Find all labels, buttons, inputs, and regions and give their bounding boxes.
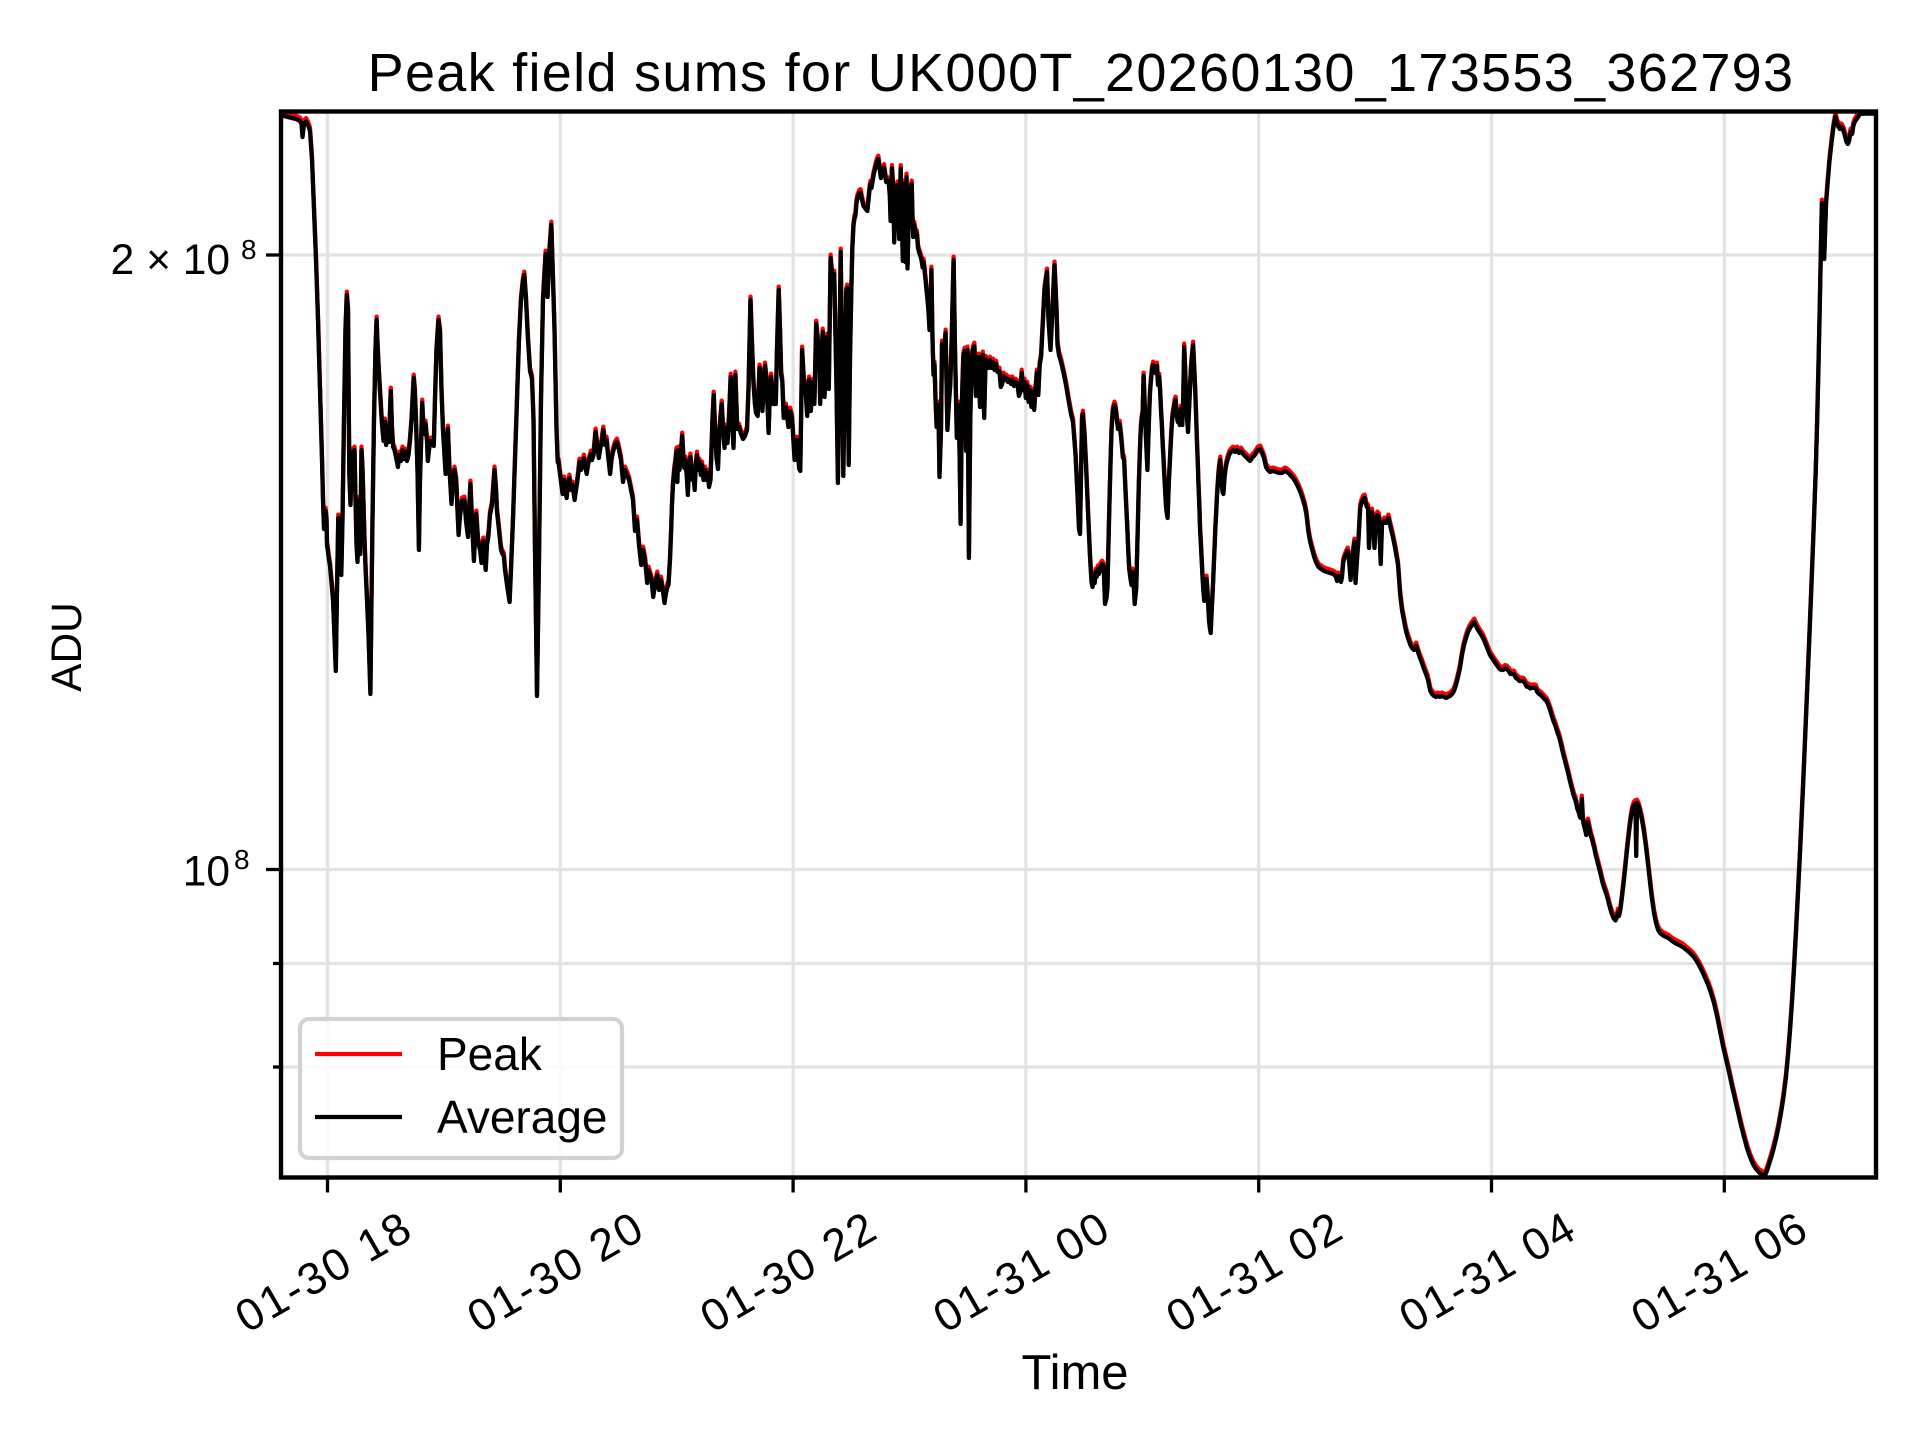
svg-text:Time: Time [1021, 1346, 1128, 1400]
svg-text:10: 10 [183, 849, 230, 896]
svg-text:2 × 10: 2 × 10 [111, 237, 230, 284]
svg-text:8: 8 [241, 234, 257, 265]
svg-text:8: 8 [234, 844, 250, 875]
svg-text:Peak field sums for UK000T_202: Peak field sums for UK000T_20260130_1735… [368, 43, 1795, 103]
svg-text:Average: Average [437, 1091, 608, 1143]
svg-text:Peak: Peak [437, 1028, 543, 1080]
svg-text:ADU: ADU [44, 602, 91, 692]
